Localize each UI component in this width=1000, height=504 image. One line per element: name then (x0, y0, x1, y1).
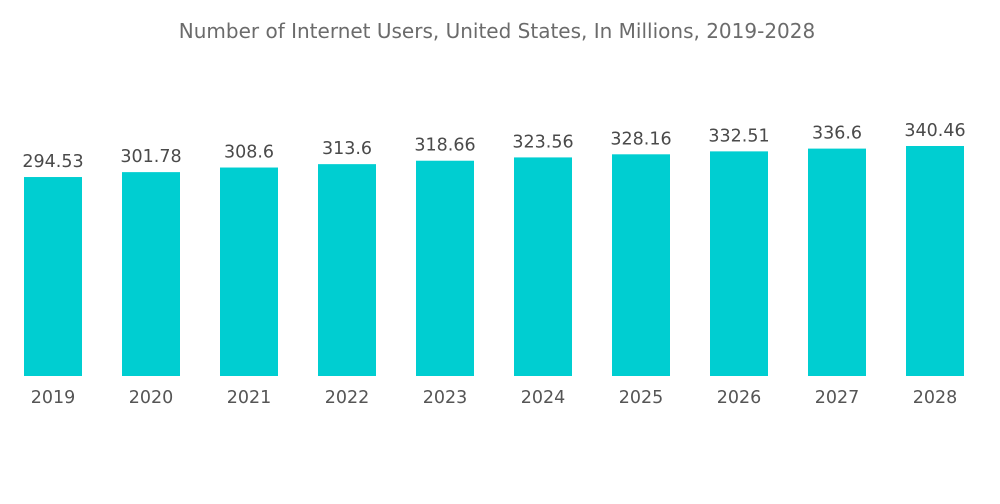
value-label-2020: 301.78 (120, 147, 181, 167)
x-axis-labels-group: 2019 2020 2021 2022 2023 2024 2025 2026 2027 2028 (31, 388, 958, 408)
value-label-2019: 294.53 (22, 152, 83, 172)
value-label-2021: 308.6 (224, 143, 274, 163)
value-label-2028: 340.46 (904, 121, 965, 141)
x-tick-label-2019: 2019 (31, 388, 76, 408)
bar-2020 (122, 172, 180, 376)
bars-group (24, 146, 964, 376)
value-label-2027: 336.6 (812, 124, 862, 144)
x-tick-label-2022: 2022 (325, 388, 370, 408)
value-label-2024: 323.56 (512, 132, 573, 152)
x-tick-label-2027: 2027 (815, 388, 860, 408)
bar-2025 (612, 154, 670, 376)
value-label-2022: 313.6 (322, 139, 372, 159)
value-labels-group: 294.53 301.78 308.6 313.6 318.66 323.56 328.16… (22, 121, 965, 172)
value-label-2025: 328.16 (610, 129, 671, 149)
x-tick-label-2024: 2024 (521, 388, 566, 408)
bar-2023 (416, 160, 474, 376)
x-tick-label-2025: 2025 (619, 388, 664, 408)
bar-2019 (24, 177, 82, 376)
x-tick-label-2021: 2021 (227, 388, 272, 408)
x-tick-label-2026: 2026 (717, 388, 762, 408)
x-tick-label-2020: 2020 (129, 388, 174, 408)
bar-2026 (710, 151, 768, 376)
value-label-2023: 318.66 (414, 136, 475, 156)
x-tick-label-2028: 2028 (913, 388, 958, 408)
value-label-2026: 332.51 (708, 126, 769, 146)
chart-title: Number of Internet Users, United States,… (179, 19, 815, 43)
x-tick-label-2023: 2023 (423, 388, 468, 408)
bar-2024 (514, 157, 572, 376)
bar-2027 (808, 148, 866, 376)
bar-2022 (318, 164, 376, 376)
bar-2028 (906, 146, 964, 376)
bar-2021 (220, 167, 278, 376)
